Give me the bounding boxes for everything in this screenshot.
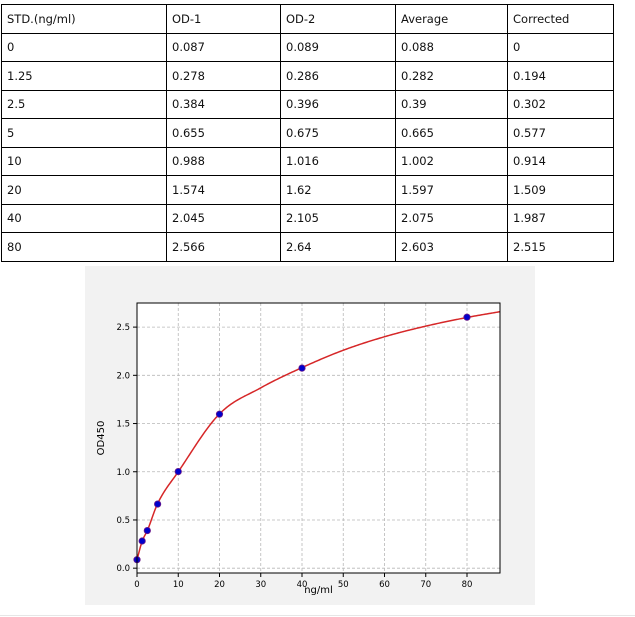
table-cell: 0 (507, 32, 614, 62)
x-tick-label: 60 (379, 580, 390, 590)
x-axis-label: ng/ml (304, 585, 333, 596)
table-cell: 1.574 (166, 175, 281, 205)
y-tick-label: 0.0 (116, 564, 130, 574)
table-cell: 2.64 (280, 232, 396, 262)
table-cell: 2.515 (507, 232, 614, 262)
table-cell: 0.282 (395, 61, 508, 91)
y-tick-label: 2.5 (116, 323, 130, 333)
column-header-od2: OD-2 (280, 4, 396, 34)
table-cell: 2.566 (166, 232, 281, 262)
table-cell: 1.62 (280, 175, 396, 205)
data-point (463, 313, 471, 321)
table-cell: 0.194 (507, 61, 614, 91)
table-cell: 2.045 (166, 203, 281, 233)
table-row: 1.25 0.278 0.286 0.282 0.194 (1, 61, 614, 91)
table-cell: 0.396 (280, 89, 396, 119)
table-cell: 0.655 (166, 118, 281, 148)
table-cell: 1.002 (395, 146, 508, 176)
y-tick-label: 1.5 (116, 420, 130, 430)
table-cell: 1.597 (395, 175, 508, 205)
table-cell: 1.987 (507, 203, 614, 233)
table-cell: 0.577 (507, 118, 614, 148)
table-cell: 0.286 (280, 61, 396, 91)
table-cell: 0.675 (280, 118, 396, 148)
x-tick-label: 70 (420, 580, 431, 590)
x-tick-label: 0 (134, 580, 139, 590)
x-tick-label: 40 (297, 580, 308, 590)
table-row: 5 0.655 0.675 0.665 0.577 (1, 118, 614, 148)
table-cell: 0.665 (395, 118, 508, 148)
x-tick-label: 10 (173, 580, 184, 590)
table-cell: 40 (1, 203, 167, 233)
table-row: 80 2.566 2.64 2.603 2.515 (1, 232, 614, 262)
column-header-corrected: Corrected (507, 4, 614, 34)
plot-frame (136, 302, 501, 574)
table-cell: 20 (1, 175, 167, 205)
table-cell: 0.302 (507, 89, 614, 119)
table-cell: 0.278 (166, 61, 281, 91)
x-tick-label: 20 (214, 580, 225, 590)
table-cell: 2.5 (1, 89, 167, 119)
table-row: 10 0.988 1.016 1.002 0.914 (1, 146, 614, 176)
table-cell: 0.39 (395, 89, 508, 119)
data-point (143, 526, 151, 535)
y-tick-label: 2.0 (116, 371, 130, 381)
fitted-curve-layer (136, 310, 501, 560)
data-point (174, 467, 182, 476)
x-tick-label: 30 (255, 580, 266, 590)
table-cell: 0.087 (166, 32, 281, 62)
data-point (138, 537, 146, 545)
table-cell: 10 (1, 146, 167, 176)
chart-svg: 0 10 20 30 40 50 60 70 80 0.0 0.5 1.0 1.5 2.0 2.5 ng/m… (96, 302, 501, 596)
standard-curve-chart: 0 10 20 30 40 50 60 70 80 0.0 0.5 1.0 1.5 2.0 2.5 ng/m… (85, 266, 535, 605)
table-row: 40 2.045 2.105 2.075 1.987 (1, 203, 614, 233)
x-tick-label: 50 (338, 580, 349, 590)
standards-table: STD.(ng/ml) OD-1 OD-2 Average Corrected … (1, 4, 614, 262)
table-cell: 0.384 (166, 89, 281, 119)
table-cell: 80 (1, 232, 167, 262)
table-cell: 1.016 (280, 146, 396, 176)
column-header-std: STD.(ng/ml) (1, 4, 167, 34)
table-cell: 2.603 (395, 232, 508, 262)
table-cell: 0.914 (507, 146, 614, 176)
data-point (154, 500, 162, 508)
table-cell: 0.988 (166, 146, 281, 176)
column-header-od1: OD-1 (166, 4, 281, 34)
table-cell: 5 (1, 118, 167, 148)
table-cell: 2.075 (395, 203, 508, 233)
table-row: 20 1.574 1.62 1.597 1.509 (1, 175, 614, 205)
table-cell: 0 (1, 32, 167, 62)
table-cell: 0.089 (280, 32, 396, 62)
table-cell: 1.25 (1, 61, 167, 91)
table-header-row: STD.(ng/ml) OD-1 OD-2 Average Corrected (1, 4, 614, 34)
x-tick-label: 80 (462, 580, 473, 590)
table-row: 0 0.087 0.089 0.088 0 (1, 32, 614, 62)
grid-lines (136, 303, 500, 573)
column-header-average: Average (395, 4, 508, 34)
table-cell: 1.509 (507, 175, 614, 205)
table-cell: 2.105 (280, 203, 396, 233)
table-cell: 0.088 (395, 32, 508, 62)
y-tick-label: 1.0 (116, 468, 130, 478)
page-divider (0, 615, 635, 616)
data-point (215, 410, 224, 418)
data-point (298, 364, 306, 372)
fitted-curve (136, 310, 501, 560)
y-axis-label: OD450 (96, 421, 107, 456)
table-row: 2.5 0.384 0.396 0.39 0.302 (1, 89, 614, 119)
axis-ticks: 0 10 20 30 40 50 60 70 80 0.0 0.5 1.0 1.5 2.0 2.5 (116, 323, 472, 590)
plot-area (137, 303, 500, 573)
y-tick-label: 0.5 (116, 516, 130, 526)
